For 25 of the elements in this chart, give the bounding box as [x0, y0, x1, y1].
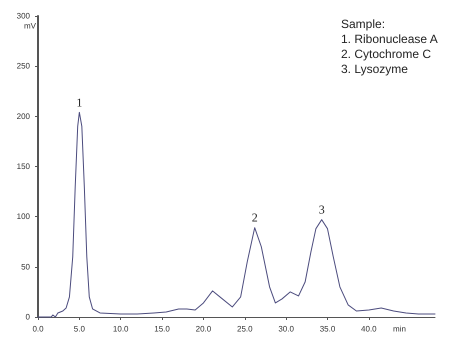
annotation: 2. Cytochrome C	[341, 47, 432, 61]
annotation: Sample:	[341, 17, 386, 31]
y-tick-label: 150	[16, 162, 31, 171]
y-tick-label: 250	[16, 62, 31, 71]
x-tick-label: 15.0	[154, 324, 170, 334]
y-tick-label: 300	[16, 12, 31, 20]
x-tick-label: 20.0	[196, 324, 212, 334]
x-tick-label: 35.0	[320, 324, 336, 334]
y-tick-label: 200	[16, 112, 31, 121]
x-tick-label: 25.0	[236, 324, 254, 334]
x-axis-title: min	[393, 324, 406, 334]
annotation: 1. Ribonuclease A	[341, 32, 438, 46]
y-tick-label: 0	[26, 312, 31, 322]
x-tick-label: 5.0	[74, 324, 86, 334]
y-tick-label: 100	[16, 212, 31, 222]
y-tick-label: 50	[21, 262, 31, 272]
x-tick-label: 30.0	[278, 324, 294, 334]
x-tick-label: 0.0	[32, 324, 44, 334]
annotation: 2	[252, 210, 258, 225]
annotation: 3	[318, 202, 325, 217]
y-axis-title: mV	[24, 22, 37, 30]
x-tick-label: 10.0	[112, 324, 130, 334]
annotation: 1	[76, 95, 82, 110]
annotation: 3. Lysozyme	[341, 62, 408, 76]
x-tick-label: 40.0	[361, 324, 378, 334]
